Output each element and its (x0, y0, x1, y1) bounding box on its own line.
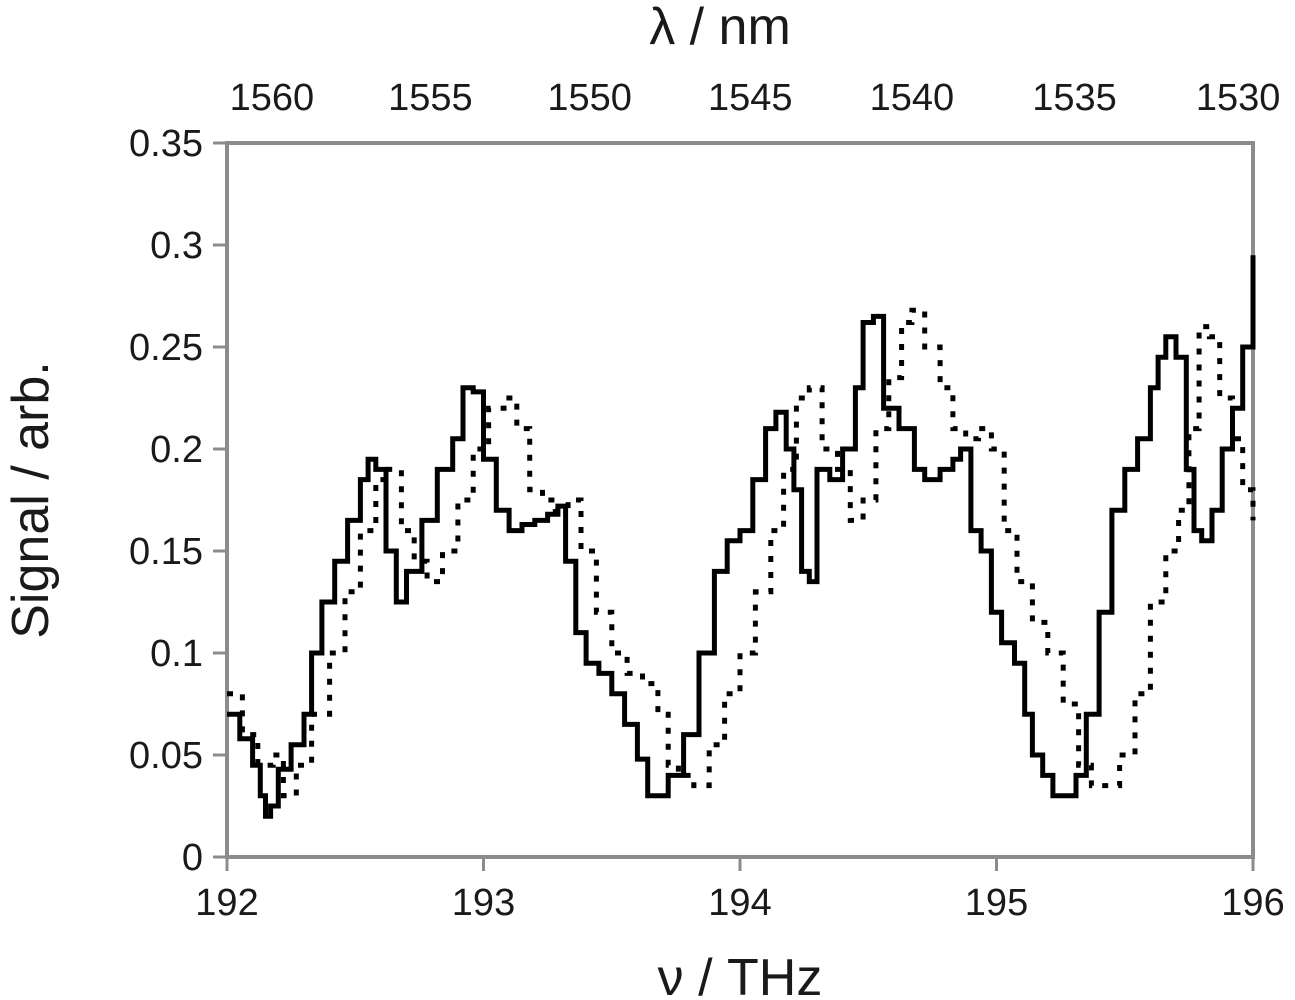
x-tick-label: 192 (195, 882, 258, 924)
top-tick-label: 1540 (870, 77, 955, 119)
x-tick-label: 193 (452, 882, 515, 924)
x-axis: 192 193 194 195 196 (195, 857, 1285, 924)
top-tick-label: 1555 (388, 77, 473, 119)
y-axis-title: Signal / arb. (2, 361, 60, 639)
series-line-dotted (227, 307, 1256, 799)
top-tick-label: 1530 (1196, 77, 1281, 119)
top-axis-title: λ / nm (649, 0, 791, 56)
y-tick-label: 0.3 (150, 225, 203, 267)
y-tick-label: 0.1 (150, 633, 203, 675)
y-tick-label: 0.15 (129, 531, 203, 573)
y-tick-label: 0.35 (129, 123, 203, 165)
top-tick-label: 1560 (230, 77, 315, 119)
top-tick-label: 1545 (708, 77, 793, 119)
y-tick-label: 0.2 (150, 429, 203, 471)
y-tick-label: 0.05 (129, 735, 203, 777)
top-wavelength-axis: 1560 1555 1550 1545 1540 1535 1530 (230, 77, 1281, 119)
y-axis: 0 0.05 0.1 0.15 0.2 0.25 0.3 0.35 (129, 123, 227, 879)
top-tick-label: 1550 (547, 77, 632, 119)
y-tick-label: 0.25 (129, 327, 203, 369)
plot-area-frame (225, 141, 1255, 859)
top-tick-label: 1535 (1032, 77, 1117, 119)
y-tick-label: 0 (182, 837, 203, 879)
x-tick-label: 196 (1221, 882, 1284, 924)
series-layer (227, 255, 1256, 819)
x-tick-label: 195 (965, 882, 1028, 924)
x-axis-title: ν / THz (658, 949, 823, 1000)
series-line-solid (227, 255, 1256, 819)
x-tick-label: 194 (708, 882, 771, 924)
